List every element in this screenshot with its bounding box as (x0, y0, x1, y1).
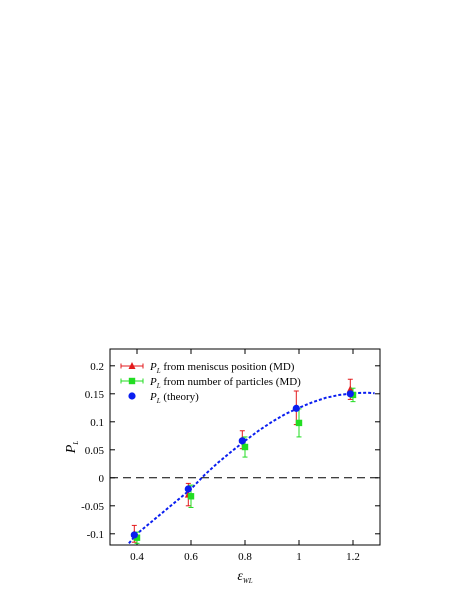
circle-point (292, 404, 300, 412)
x-axis-label: εWL (237, 569, 252, 585)
circle-point (238, 437, 246, 445)
y-tick-label: -0.05 (81, 501, 104, 513)
square-point (241, 443, 249, 451)
x-tick-label: 1 (296, 551, 302, 563)
circle-point (184, 485, 192, 493)
triangle-point (346, 385, 354, 393)
x-tick-label: 1.2 (346, 551, 360, 563)
legend-marker-circle (128, 392, 136, 400)
legend-marker-triangle (128, 362, 136, 369)
theory-curve (128, 391, 375, 544)
square-point (133, 534, 141, 541)
x-tick-label: 0.8 (238, 551, 252, 563)
legend-marker-square (128, 377, 136, 385)
y-tick-label: 0.15 (85, 389, 105, 401)
square-point (187, 493, 195, 500)
legend-label-square: PL from number of particles (MD) (149, 376, 301, 390)
y-tick-label: 0 (99, 473, 105, 485)
y-tick-label: -0.1 (87, 529, 104, 541)
y-tick-label: 0.2 (90, 361, 104, 373)
circle-point (346, 390, 354, 398)
legend-label-circle: PL (theory) (149, 391, 199, 405)
y-tick-label: 0.05 (85, 445, 105, 457)
circle-point (130, 531, 138, 539)
x-tick-label: 0.4 (130, 551, 144, 563)
y-axis-label: PL (64, 441, 80, 455)
y-tick-label: 0.1 (90, 417, 104, 429)
x-tick-label: 0.6 (184, 551, 198, 563)
square-point (295, 419, 303, 427)
legend-label-triangle: PL from meniscus position (MD) (149, 361, 295, 375)
